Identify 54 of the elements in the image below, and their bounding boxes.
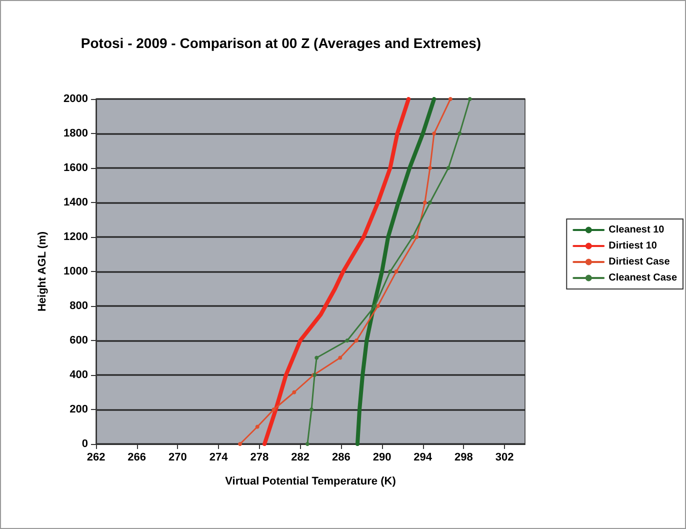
x-tick-label: 282 <box>291 452 310 464</box>
point <box>414 235 419 239</box>
point <box>314 356 319 360</box>
point <box>238 442 242 446</box>
y-tick-label: 1800 <box>64 128 88 140</box>
point <box>310 408 314 412</box>
point <box>272 408 276 412</box>
x-tick-label: 266 <box>128 452 146 464</box>
point <box>422 200 427 204</box>
y-tick-label: 1200 <box>64 231 88 243</box>
y-tick-label: 1000 <box>64 266 88 278</box>
point <box>372 304 377 308</box>
x-tick-label: 302 <box>495 452 514 464</box>
y-tick-label: 400 <box>70 369 88 381</box>
point <box>345 338 350 342</box>
x-tick-label: 294 <box>414 452 433 464</box>
y-tick-label: 0 <box>82 438 88 450</box>
point <box>448 97 452 101</box>
point <box>292 390 296 394</box>
y-tick-label: 800 <box>70 300 88 312</box>
line-series <box>355 97 436 446</box>
point <box>432 132 436 136</box>
legend-label: Cleanest Case <box>608 272 678 284</box>
legend-label: Dirtiest Case <box>608 256 670 268</box>
y-tick-label: 2000 <box>64 93 88 105</box>
point <box>468 97 472 101</box>
chart-title: Potosi - 2009 - Comparison at 00 Z (Averages and Extremes) <box>80 35 482 51</box>
point <box>388 270 392 274</box>
point <box>428 166 432 170</box>
x-tick-label: 274 <box>209 452 229 464</box>
legend-label: Cleanest 10 <box>608 224 665 236</box>
point <box>354 338 358 342</box>
point <box>255 424 260 429</box>
y-axis-title: Height AGL (m) <box>36 231 48 312</box>
point <box>410 235 415 239</box>
y-tick-label: 1400 <box>64 196 88 208</box>
y-tick-label: 600 <box>70 334 88 346</box>
point <box>428 200 432 204</box>
legend-label: Dirtiest 10 <box>608 240 658 252</box>
y-tick-label: 200 <box>70 404 88 416</box>
x-tick-label: 270 <box>168 452 187 464</box>
x-tick-label: 298 <box>454 452 473 464</box>
point <box>394 270 398 274</box>
x-tick-label: 262 <box>86 452 106 464</box>
point <box>446 166 450 170</box>
x-tick-label: 286 <box>332 452 350 464</box>
x-tick-label: 290 <box>372 452 392 464</box>
point <box>305 442 310 446</box>
x-axis-title: Virtual Potential Temperature (K) <box>225 476 396 488</box>
point <box>458 132 462 136</box>
y-tick-label: 1600 <box>64 162 88 174</box>
x-tick-label: 278 <box>250 452 269 464</box>
point <box>338 356 342 360</box>
line-series <box>262 97 411 446</box>
